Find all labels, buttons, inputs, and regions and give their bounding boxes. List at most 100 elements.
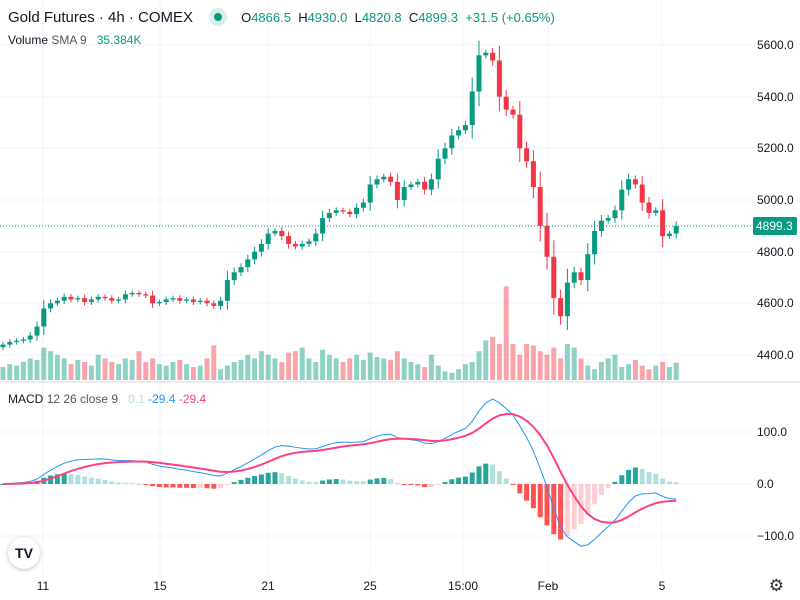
- volume-bar: [347, 358, 353, 380]
- volume-bar: [292, 351, 298, 380]
- volume-bar: [109, 362, 115, 380]
- volume-bar: [653, 365, 659, 380]
- macd-histogram-bar: [510, 484, 516, 485]
- candle-body: [660, 210, 666, 237]
- macd-histogram-bar: [449, 479, 455, 484]
- macd-histogram-bar: [605, 484, 611, 488]
- candle-body: [476, 55, 482, 92]
- macd-histogram-bar: [544, 484, 550, 526]
- chart-legend: Gold Futures · 4h · COMEX O4866.5 H4930.…: [8, 8, 555, 26]
- volume-bar: [116, 364, 122, 380]
- volume-bar: [286, 352, 292, 380]
- macd-histogram-bar: [456, 477, 462, 484]
- candle-body: [673, 225, 679, 234]
- time-axis-label: 5: [659, 579, 666, 593]
- macd-histogram-bar: [320, 480, 326, 484]
- candle-body: [632, 179, 638, 185]
- macd-histogram-bar: [578, 484, 584, 524]
- volume-bar: [585, 365, 591, 380]
- candle-body: [503, 96, 509, 110]
- macd-histogram-bar: [286, 475, 292, 484]
- macd-legend[interactable]: MACD 12 26 close 9 0.1 -29.4 -29.4: [8, 392, 206, 406]
- volume-legend[interactable]: Volume SMA 9 35.384K: [8, 33, 141, 47]
- macd-axis-label: 0.0: [757, 477, 774, 491]
- macd-histogram-bar: [660, 478, 666, 484]
- macd-histogram-bar: [673, 482, 679, 484]
- volume-bar: [7, 364, 13, 380]
- volume-bar: [0, 367, 6, 380]
- macd-histogram-bar: [476, 466, 482, 484]
- gear-icon[interactable]: ⚙: [768, 576, 784, 595]
- macd-histogram-bar: [598, 484, 604, 495]
- symbol-title[interactable]: Gold Futures · 4h · COMEX: [8, 8, 194, 26]
- volume-bar: [129, 359, 135, 380]
- candle-body: [184, 299, 190, 301]
- volume-bar: [245, 354, 251, 380]
- macd-histogram-bar: [537, 484, 543, 518]
- candle-body: [564, 282, 570, 317]
- volume-bar: [578, 358, 584, 380]
- macd-histogram-bar: [61, 473, 67, 484]
- candle-body: [177, 298, 183, 301]
- time-axis-label: 21: [261, 579, 275, 593]
- candle-body: [626, 179, 632, 190]
- macd-histogram-bar: [469, 472, 475, 484]
- candle-body: [231, 272, 237, 281]
- candle-body: [313, 233, 319, 242]
- price-axis-label: 5200.0: [757, 141, 794, 155]
- candle-body: [122, 294, 128, 300]
- macd-histogram-bar: [129, 483, 135, 485]
- candle-body: [639, 184, 645, 203]
- candle-body: [653, 210, 659, 213]
- volume-bar: [122, 358, 128, 380]
- candle-body: [252, 251, 258, 260]
- volume-bar: [415, 364, 421, 380]
- macd-histogram-bar: [197, 484, 203, 489]
- candle-body: [544, 225, 550, 257]
- volume-bar: [394, 351, 400, 380]
- candle-body: [619, 189, 625, 211]
- macd-histogram-bar: [265, 472, 271, 484]
- macd-histogram-bar: [313, 481, 319, 484]
- volume-bar: [428, 354, 434, 380]
- volume-bar: [279, 362, 285, 380]
- candle-body: [408, 184, 414, 188]
- macd-histogram-bar: [95, 478, 101, 484]
- candle-body: [394, 181, 400, 200]
- candle-body: [211, 303, 217, 306]
- macd-histogram-bar: [401, 484, 407, 485]
- candle-body: [524, 148, 530, 162]
- candle-body: [292, 243, 298, 247]
- candle-body: [245, 259, 251, 268]
- volume-bar: [143, 362, 149, 380]
- tradingview-logo[interactable]: TV: [8, 537, 40, 569]
- candle-body: [48, 303, 54, 309]
- macd-histogram-bar: [585, 484, 591, 515]
- candle-body: [558, 298, 564, 317]
- volume-bar: [313, 362, 319, 380]
- macd-histogram-bar: [204, 484, 210, 489]
- volume-bar: [320, 349, 326, 380]
- volume-bar: [163, 365, 169, 380]
- volume-bar: [605, 358, 611, 380]
- macd-histogram-bar: [571, 484, 577, 530]
- volume-bar: [88, 365, 94, 380]
- macd-histogram-bar: [592, 484, 598, 505]
- time-axis-label: 15:00: [448, 579, 478, 593]
- candle-body: [388, 176, 394, 182]
- macd-line-value: -29.4: [148, 392, 176, 406]
- candle-body: [374, 179, 380, 185]
- macd-histogram-bar: [150, 484, 156, 487]
- macd-histogram-bar: [184, 484, 190, 488]
- volume-bar: [354, 354, 360, 380]
- current-price-tag: [753, 216, 797, 235]
- volume-bar: [197, 365, 203, 380]
- candle-body: [367, 184, 373, 203]
- macd-histogram-bar: [653, 473, 659, 484]
- volume-bar: [367, 352, 373, 380]
- macd-histogram-bar: [558, 484, 564, 540]
- volume-bar: [660, 362, 666, 380]
- volume-bar: [204, 358, 210, 380]
- candle-body: [422, 181, 428, 190]
